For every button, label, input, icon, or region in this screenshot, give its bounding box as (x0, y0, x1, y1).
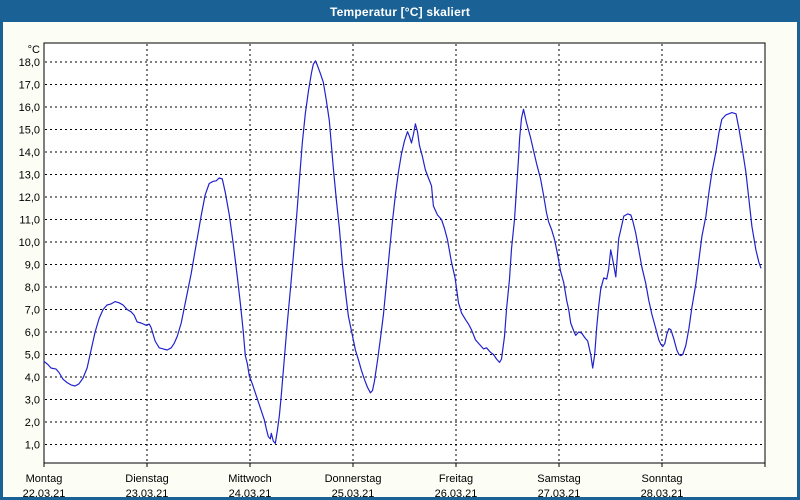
y-axis-tick-label: 7,0 (25, 305, 40, 317)
y-axis-tick-label: 14,0 (19, 147, 40, 159)
day-date-label: 22.03.21 (23, 488, 66, 500)
y-axis-tick-label: 12,0 (19, 192, 40, 204)
day-name-label: Samstag (537, 473, 580, 485)
y-axis-tick-label: 6,0 (25, 327, 40, 339)
day-name-label: Freitag (439, 473, 473, 485)
day-date-label: 27.03.21 (538, 488, 581, 500)
day-date-label: 25.03.21 (332, 488, 375, 500)
y-axis-tick-label: 11,0 (19, 215, 40, 227)
y-axis-tick-label: 9,0 (25, 260, 40, 272)
y-axis-tick-label: 5,0 (25, 350, 40, 362)
y-axis-tick-label: 2,0 (25, 417, 40, 429)
temperature-line (43, 60, 762, 444)
day-date-label: 26.03.21 (435, 488, 478, 500)
temperature-line-chart: 18,0 17,0 16,0 15,0 14,0 13,0 12,0 11,0 10,0 9,0 8… (19, 42, 766, 500)
y-axis-tick-label: 3,0 (25, 395, 40, 407)
title-bar: Temperatur [°C] skaliert (3, 3, 797, 22)
y-axis-tick-label: 18,0 (19, 57, 40, 69)
day-date-label: 28.03.21 (641, 488, 684, 500)
y-axis-tick-label: 8,0 (25, 282, 40, 294)
day-name-label: Montag (26, 473, 63, 485)
y-axis-tick-label: 15,0 (19, 125, 40, 137)
y-axis-tick-label: 16,0 (19, 102, 40, 114)
day-date-label: 24.03.21 (229, 488, 272, 500)
y-axis-tick-label: 1,0 (25, 440, 40, 452)
day-name-label: Dienstag (125, 473, 168, 485)
day-name-label: Mittwoch (228, 473, 271, 485)
chart-title: Temperatur [°C] skaliert (329, 5, 471, 19)
y-axis-tick-label: 10,0 (19, 237, 40, 249)
y-axis-unit-label: °C (28, 44, 40, 56)
chart-area: 18,0 17,0 16,0 15,0 14,0 13,0 12,0 11,0 10,0 9,0 8… (6, 25, 797, 500)
y-axis-tick-label: 13,0 (19, 170, 40, 182)
day-date-label: 23.03.21 (126, 488, 169, 500)
day-name-label: Sonntag (642, 473, 683, 485)
day-name-label: Donnerstag (325, 473, 382, 485)
y-axis-tick-label: 4,0 (25, 372, 40, 384)
y-axis-tick-label: 17,0 (19, 80, 40, 92)
plot-area (43, 42, 766, 464)
